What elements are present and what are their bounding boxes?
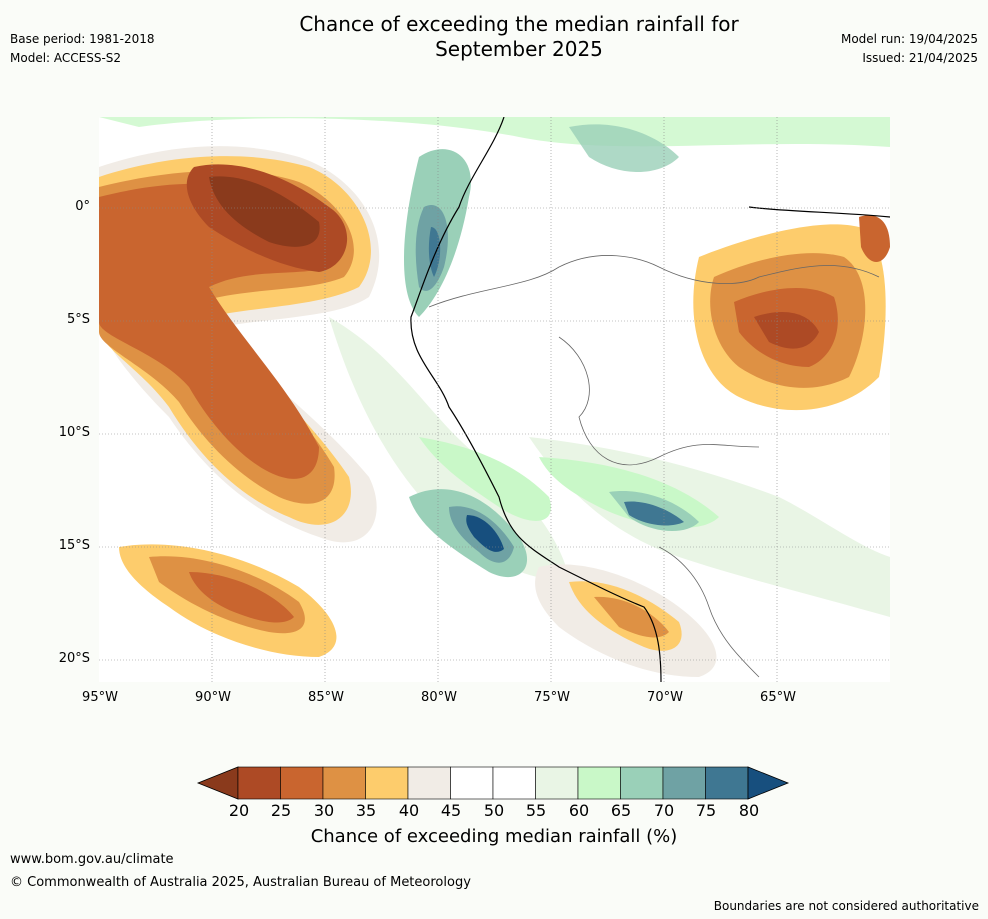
rainfall-map bbox=[99, 117, 890, 682]
colorbar bbox=[196, 766, 790, 800]
footer-url: www.bom.gov.au/climate bbox=[10, 852, 174, 867]
colorbar-label: 80 bbox=[738, 801, 760, 820]
lat-tick: 5°S bbox=[66, 312, 90, 327]
colorbar-label: 20 bbox=[228, 801, 250, 820]
colorbar-swatch bbox=[705, 766, 749, 800]
colorbar-label: 55 bbox=[525, 801, 547, 820]
colorbar-swatches bbox=[196, 766, 790, 800]
lon-tick: 85°W bbox=[308, 690, 344, 705]
country-border bbox=[428, 255, 880, 308]
colorbar-swatch bbox=[492, 766, 536, 800]
colorbar-swatch bbox=[450, 766, 494, 800]
coastline bbox=[410, 117, 662, 682]
dry-regions bbox=[99, 146, 890, 677]
colorbar-swatch bbox=[662, 766, 706, 800]
colorbar-label: 40 bbox=[398, 801, 420, 820]
lon-tick: 90°W bbox=[195, 690, 231, 705]
model-name: Model: ACCESS-S2 bbox=[10, 51, 122, 65]
colorbar-label: 65 bbox=[610, 801, 632, 820]
colorbar-title: Chance of exceeding median rainfall (%) bbox=[310, 826, 678, 847]
colorbar-label: 60 bbox=[568, 801, 590, 820]
colorbar-swatch bbox=[407, 766, 451, 800]
lon-tick: 65°W bbox=[760, 690, 796, 705]
country-border-3 bbox=[658, 546, 760, 678]
meta-right: Model run: 19/04/2025 Issued: 21/04/2025 bbox=[841, 30, 978, 68]
lon-tick: 75°W bbox=[534, 690, 570, 705]
lon-tick: 95°W bbox=[82, 690, 118, 705]
lon-tick: 70°W bbox=[647, 690, 683, 705]
colorbar-label: 30 bbox=[313, 801, 335, 820]
footer-note: Boundaries are not considered authoritat… bbox=[713, 899, 979, 913]
lon-tick: 80°W bbox=[421, 690, 457, 705]
model-run: Model run: 19/04/2025 bbox=[840, 32, 978, 46]
lat-tick: 10°S bbox=[58, 425, 90, 440]
map-title: Chance of exceeding the median rainfall … bbox=[200, 12, 838, 62]
lat-tick: 0° bbox=[75, 199, 90, 214]
lat-tick: 15°S bbox=[58, 538, 90, 553]
colorbar-swatch bbox=[577, 766, 621, 800]
title-line-1: Chance of exceeding the median rainfall … bbox=[299, 12, 739, 36]
issued-date: Issued: 21/04/2025 bbox=[862, 51, 978, 65]
colorbar-swatch bbox=[365, 766, 409, 800]
boundaries bbox=[410, 117, 890, 682]
footer-copyright: © Commonwealth of Australia 2025, Austra… bbox=[10, 875, 471, 890]
colorbar-label: 45 bbox=[440, 801, 462, 820]
colorbar-extend-high bbox=[747, 766, 790, 800]
colorbar-swatch bbox=[237, 766, 281, 800]
colorbar-swatch bbox=[620, 766, 664, 800]
meta-left: Base period: 1981-2018 Model: ACCESS-S2 bbox=[10, 30, 155, 68]
colorbar-label: 35 bbox=[355, 801, 377, 820]
colorbar-label: 70 bbox=[653, 801, 675, 820]
colorbar-label: 75 bbox=[695, 801, 717, 820]
graticule bbox=[99, 117, 890, 682]
colorbar-label: 50 bbox=[483, 801, 505, 820]
colorbar-swatch bbox=[322, 766, 366, 800]
lat-tick: 20°S bbox=[58, 651, 90, 666]
colorbar-swatch bbox=[535, 766, 579, 800]
colorbar-extend-low bbox=[196, 766, 239, 800]
wet-regions bbox=[99, 117, 890, 617]
colorbar-swatch bbox=[280, 766, 324, 800]
river-line bbox=[748, 206, 890, 218]
base-period: Base period: 1981-2018 bbox=[10, 32, 155, 46]
country-border-2 bbox=[558, 336, 760, 466]
title-line-2: September 2025 bbox=[435, 37, 603, 61]
colorbar-label: 25 bbox=[270, 801, 292, 820]
